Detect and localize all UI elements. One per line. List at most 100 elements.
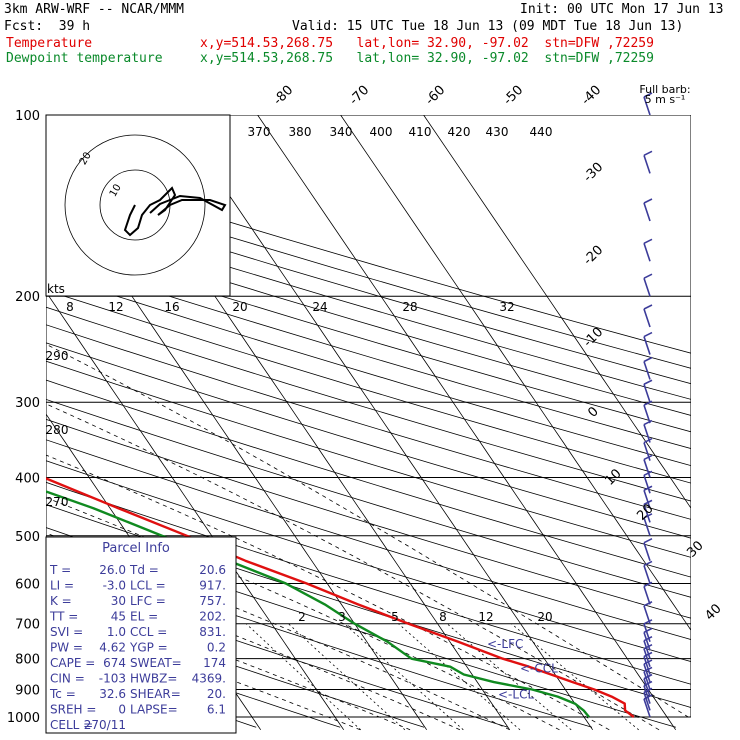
isotherm-line bbox=[0, 115, 12, 730]
parcel-info-value: 26.0 bbox=[99, 563, 126, 577]
isotherm-line bbox=[423, 115, 691, 509]
pressure-tick-label: 700 bbox=[15, 618, 40, 633]
dry-adiabat-line bbox=[46, 504, 691, 708]
speed-scale-label: 28 bbox=[402, 300, 417, 314]
isotherm-label: -40 bbox=[579, 83, 605, 109]
wind-barb bbox=[643, 243, 651, 262]
parcel-info-label: YGP = bbox=[129, 641, 168, 655]
wind-barb bbox=[643, 96, 651, 116]
wind-barb-flag bbox=[643, 419, 653, 426]
parcel-info-label: SVI = bbox=[50, 625, 83, 639]
parcel-info-label: EL = bbox=[130, 610, 158, 624]
parcel-info-value: 674 bbox=[103, 656, 126, 670]
init-time: Init: 00 UTC Mon 17 Jun 13 bbox=[520, 2, 724, 17]
theta-label: 280 bbox=[46, 423, 69, 437]
pressure-tick-label: 100 bbox=[15, 109, 40, 124]
parcel-info-value: 1.0 bbox=[107, 625, 126, 639]
mixing-ratio-label: 12 bbox=[478, 610, 493, 624]
isotherm-label: -10 bbox=[581, 325, 607, 351]
wind-barb bbox=[643, 475, 651, 494]
wind-barb-flag bbox=[643, 627, 653, 634]
valid-time: Valid: 15 UTC Tue 18 Jun 13 (09 MDT Tue … bbox=[292, 19, 684, 34]
theta-label: 290 bbox=[46, 349, 69, 363]
isotherm-line bbox=[340, 115, 691, 631]
parcel-info-label: Tc = bbox=[49, 687, 76, 701]
isotherm-label: -80 bbox=[271, 83, 297, 109]
parcel-info-label: TT = bbox=[49, 610, 78, 624]
mixing-ratio-label: 2 bbox=[298, 610, 306, 624]
dry-adiabat-line bbox=[46, 194, 691, 385]
wind-barb bbox=[643, 361, 651, 380]
dry-adiabat-line bbox=[46, 179, 691, 369]
parcel-info-label: T = bbox=[49, 563, 71, 577]
wind-barb bbox=[643, 404, 651, 424]
parcel-info-label: CIN = bbox=[50, 672, 85, 686]
dry-adiabat-line bbox=[46, 460, 691, 663]
speed-scale-label: 32 bbox=[499, 300, 514, 314]
wind-barb bbox=[643, 685, 651, 704]
wind-barb bbox=[643, 640, 651, 659]
dry-adiabat-line bbox=[46, 240, 691, 433]
dry-adiabat-line bbox=[46, 418, 691, 619]
parcel-info-label: PW = bbox=[50, 641, 83, 655]
wind-barb-flag bbox=[643, 304, 653, 310]
dry-adiabat-line bbox=[46, 209, 691, 400]
parcel-level-marker: <-LCL bbox=[498, 687, 534, 701]
pressure-tick-label: 1000 bbox=[7, 711, 40, 726]
parcel-info-value: 4.62 bbox=[99, 641, 126, 655]
theta-label: 340 bbox=[330, 125, 353, 139]
parcel-info-value: 0 bbox=[118, 703, 126, 717]
isotherm-label: -60 bbox=[423, 83, 449, 109]
isotherm-label: -20 bbox=[581, 243, 607, 269]
parcel-info-label: LCL = bbox=[130, 579, 166, 593]
parcel-info-value: 202. bbox=[199, 610, 226, 624]
wind-barb bbox=[643, 656, 651, 675]
wind-barb bbox=[643, 308, 651, 328]
mixing-ratio-label: 8 bbox=[439, 610, 447, 624]
wind-barb-flag bbox=[643, 454, 653, 461]
dewpoint-profile-line bbox=[46, 490, 590, 718]
parcel-info-label: Td = bbox=[129, 563, 159, 577]
wind-barb bbox=[643, 336, 651, 355]
parcel-info-box bbox=[45, 536, 237, 734]
wind-barb-flag bbox=[643, 331, 653, 338]
pressure-tick-label: 400 bbox=[15, 471, 40, 486]
parcel-info-label: SREH = bbox=[50, 703, 96, 717]
wind-barb-flag bbox=[643, 635, 653, 642]
speed-scale-label: 16 bbox=[164, 300, 179, 314]
dewpoint-location: x,y=514.53,268.75 lat,lon= 32.90, -97.02… bbox=[200, 51, 654, 66]
wind-barb bbox=[643, 517, 651, 537]
theta-label: 440 bbox=[530, 125, 553, 139]
wind-barb bbox=[643, 671, 651, 690]
mixing-ratio-line bbox=[245, 623, 361, 731]
parcel-info-value: -103 bbox=[99, 672, 126, 686]
parcel-info-label: CAPE = bbox=[50, 656, 95, 670]
isotherm-line bbox=[91, 115, 511, 731]
chart-header: 3km ARW-WRF -- NCAR/MMM Init: 00 UTC Mon… bbox=[0, 0, 740, 70]
parcel-info-value: -3.0 bbox=[103, 579, 126, 593]
parcel-info-value: 30 bbox=[111, 594, 126, 608]
speed-scale-label: 20 bbox=[232, 300, 247, 314]
parcel-info-value: 270/11 bbox=[84, 718, 126, 732]
wind-barb-flag bbox=[643, 273, 653, 279]
isotherm-label: 10 bbox=[602, 466, 624, 488]
wind-barb-flag bbox=[643, 379, 653, 385]
parcel-info-label: CCL = bbox=[130, 625, 167, 639]
isotherm-line bbox=[46, 291, 345, 731]
hodograph-ring bbox=[64, 134, 206, 276]
dry-adiabat-line bbox=[46, 342, 691, 539]
mixing-ratio-label: 3 bbox=[338, 610, 346, 624]
isotherm-line bbox=[257, 115, 677, 731]
parcel-info-value: 6.1 bbox=[207, 703, 226, 717]
parcel-info-label: LAPSE= bbox=[130, 703, 178, 717]
parcel-info-value: 20. bbox=[207, 687, 226, 701]
mixing-ratio-label: 20 bbox=[537, 610, 552, 624]
dry-adiabat-line bbox=[46, 224, 691, 416]
wind-barb-flag bbox=[643, 356, 653, 363]
theta-label: 410 bbox=[409, 125, 432, 139]
parcel-level-marker: <-CCL bbox=[520, 662, 558, 676]
temperature-profile-line bbox=[46, 477, 635, 718]
theta-label: 270 bbox=[46, 495, 69, 509]
parcel-info-label: CELL = bbox=[50, 718, 93, 732]
wind-barb bbox=[643, 277, 651, 297]
